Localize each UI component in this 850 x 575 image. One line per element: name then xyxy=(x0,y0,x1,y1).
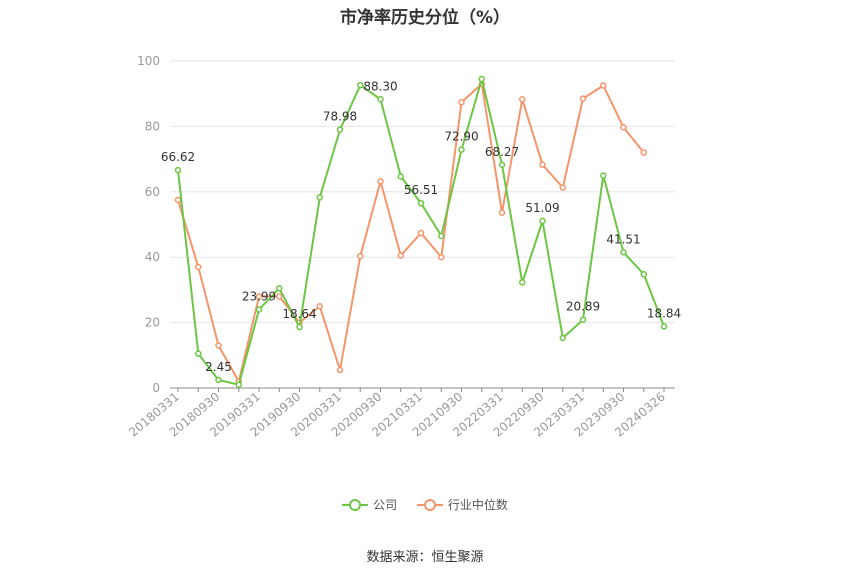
data-point-company xyxy=(357,81,364,89)
data-point-industry xyxy=(498,209,506,216)
grid-layer xyxy=(170,60,675,324)
data-point-company xyxy=(255,306,263,313)
data-point-company xyxy=(519,279,526,286)
data-point-company xyxy=(336,126,344,133)
data-point-company xyxy=(559,334,566,342)
legend-item-industry[interactable]: 行业中位数 xyxy=(416,496,508,513)
data-point-company xyxy=(174,166,182,174)
data-point-company xyxy=(539,217,546,225)
y-tick-label: 80 xyxy=(145,119,160,133)
data-point-company xyxy=(316,194,323,201)
data-point-company xyxy=(195,350,202,357)
data-label: 23.99 xyxy=(242,290,276,304)
y-tick-label: 100 xyxy=(137,54,160,68)
data-point-company xyxy=(417,199,425,207)
data-point-industry xyxy=(215,342,222,349)
label-layer: 66.62 2.45 23.99 18.64 78.98 88.30 56.51 72.90 6… xyxy=(161,79,681,374)
data-point-industry xyxy=(438,253,445,261)
data-point-company xyxy=(397,173,404,180)
data-label: 66.62 xyxy=(161,150,195,164)
data-label: 68.27 xyxy=(485,145,519,159)
legend-swatch-company xyxy=(342,498,369,512)
data-label: 18.84 xyxy=(647,306,681,320)
data-point-company xyxy=(600,172,607,179)
data-point-industry xyxy=(519,96,526,103)
data-point-company xyxy=(579,316,587,323)
data-point-industry xyxy=(174,196,182,204)
data-point-company xyxy=(660,323,668,330)
data-point-company xyxy=(276,285,283,292)
data-point-industry xyxy=(417,229,425,237)
data-point-company xyxy=(498,161,506,169)
data-point-company xyxy=(458,146,465,153)
data-label: 41.51 xyxy=(606,232,640,246)
data-point-industry xyxy=(579,95,587,102)
legend: 公司 行业中位数 xyxy=(0,496,850,515)
legend-swatch-industry xyxy=(416,498,443,512)
y-tick-label: 0 xyxy=(152,381,160,395)
data-point-company xyxy=(620,249,627,256)
data-point-industry xyxy=(559,184,566,191)
data-point-industry xyxy=(600,82,607,89)
data-point-company xyxy=(235,381,242,388)
data-point-company xyxy=(215,376,222,384)
data-point-industry xyxy=(539,161,546,168)
data-label: 72.90 xyxy=(444,130,478,144)
data-point-company xyxy=(640,270,647,278)
chart-title: 市净率历史分位（%） xyxy=(339,8,511,28)
data-point-industry xyxy=(276,293,283,300)
data-point-industry xyxy=(377,178,384,185)
y-tick-label: 20 xyxy=(145,316,160,330)
data-point-industry xyxy=(316,303,323,310)
data-point-industry xyxy=(458,98,465,106)
data-point-company xyxy=(438,232,445,240)
legend-label-industry: 行业中位数 xyxy=(447,498,508,512)
y-tick-label: 40 xyxy=(145,250,160,264)
data-label: 18.64 xyxy=(282,307,316,321)
data-label: 56.51 xyxy=(404,183,438,197)
data-point-industry xyxy=(336,366,344,374)
data-point-industry xyxy=(397,252,404,259)
y-tick-label: 60 xyxy=(145,185,160,199)
data-point-industry xyxy=(357,252,364,260)
data-label: 20.89 xyxy=(566,300,600,314)
series-layer xyxy=(174,75,668,388)
data-point-company xyxy=(478,75,485,83)
series-line-industry xyxy=(177,82,645,383)
data-label: 51.09 xyxy=(525,201,559,215)
data-point-industry xyxy=(620,124,627,131)
data-label: 2.45 xyxy=(205,360,232,374)
legend-label-company: 公司 xyxy=(373,498,398,512)
legend-item-company[interactable]: 公司 xyxy=(342,496,397,513)
data-point-industry xyxy=(255,293,263,300)
data-point-industry xyxy=(640,149,647,156)
data-point-industry xyxy=(195,263,202,271)
data-point-company xyxy=(377,96,384,103)
data-point-company xyxy=(296,323,303,331)
data-label: 78.98 xyxy=(323,110,357,124)
data-source: 数据来源：恒生聚源 xyxy=(366,550,484,565)
data-label: 88.30 xyxy=(363,79,397,93)
